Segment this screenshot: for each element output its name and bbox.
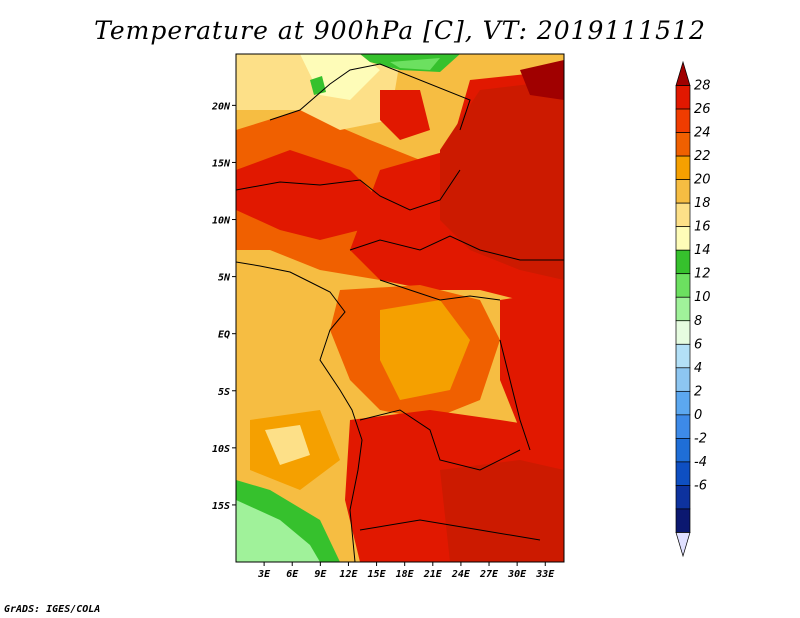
lat-tick-label: 15N: [212, 158, 231, 169]
field-sw-10: [236, 500, 320, 562]
lat-tick-label: 5S: [218, 387, 230, 398]
colorbar-bin: [675, 532, 691, 558]
lat-tick-label: 10N: [212, 216, 231, 227]
border-far-south: [359, 519, 541, 541]
border-sahel: [236, 169, 461, 211]
lon-tick-label: 9E: [314, 569, 327, 580]
colorbar-label: 24: [694, 126, 711, 141]
colorbar-bin: [675, 85, 691, 110]
lon-tick-label: 12E: [339, 569, 358, 580]
border-south: [359, 409, 521, 471]
lon-tick-label: 21E: [423, 569, 443, 580]
colorbar-bin: [675, 461, 691, 486]
colorbar-label: 16: [694, 220, 711, 235]
field-congo-22: [380, 300, 470, 400]
lat-tick-label: EQ: [218, 330, 230, 341]
colorbar-label: 6: [694, 337, 702, 352]
colorbar-bin: [675, 108, 691, 133]
lon-tick-label: 15E: [368, 569, 387, 580]
chart-title: Temperature at 900hPa [C], VT: 201911151…: [94, 16, 706, 45]
colorbar-label: 14: [694, 243, 711, 258]
lon-tick-label: 3E: [257, 569, 271, 580]
colorbar-bin: [675, 155, 691, 180]
lat-tick-label: 20N: [211, 101, 231, 112]
field-sahel-26: [236, 150, 380, 240]
colorbar-bin: [675, 132, 691, 157]
border-congo-n: [379, 279, 501, 301]
colorbar-bin: [675, 485, 691, 510]
lon-tick-label: 30E: [507, 569, 527, 580]
colorbar-bin: [675, 249, 691, 275]
field-east-28b: [520, 60, 564, 100]
colorbar-label: 12: [694, 267, 711, 282]
colorbar-bin: [675, 343, 691, 369]
colorbar-bin: [675, 296, 691, 322]
colorbar-bin: [675, 390, 691, 416]
field-north-26: [380, 90, 430, 140]
lat-tick-label: 10S: [212, 444, 230, 455]
colorbar-label: 8: [694, 314, 702, 329]
lon-tick-label: 24E: [451, 569, 471, 580]
footer-credit: GrADS: IGES/COLA: [4, 604, 101, 615]
colorbar-bin: [675, 414, 691, 439]
longitude-ticks: 3E 6E 9E 12E 15E 18E 21E 24E 27E 30E 33E: [257, 562, 555, 580]
colorbar-label: 22: [694, 149, 711, 164]
map-frame: [235, 53, 565, 563]
colorbar-label: 10: [694, 290, 711, 305]
field-sw-18: [265, 425, 310, 465]
border-central: [349, 235, 564, 261]
lon-tick-label: 33E: [535, 569, 555, 580]
colorbar-bin: [675, 60, 691, 86]
field-east-28: [440, 80, 564, 280]
colorbar-label: 18: [694, 196, 711, 211]
field-north-12: [390, 58, 440, 70]
colorbar-label: 28: [694, 79, 711, 94]
field-north-14a: [310, 76, 326, 95]
colorbar-label: 2: [694, 384, 702, 399]
border-lakes: [499, 339, 531, 451]
lon-tick-label: 6E: [286, 569, 299, 580]
border-north: [269, 63, 471, 131]
latitude-ticks: 20N 15N 10N 5N EQ 5S 10S 15S: [211, 101, 236, 512]
colorbar-bin: [675, 179, 691, 204]
coastlines-borders: [236, 63, 564, 562]
colorbar-bin: [675, 226, 691, 251]
colorbar-bin: [675, 438, 691, 463]
colorbar-label: -2: [694, 431, 707, 446]
colorbar-label: 4: [694, 361, 702, 376]
lat-tick-label: 5N: [218, 273, 231, 284]
colorbar-bin: [675, 273, 691, 298]
colorbar-label: 20: [694, 173, 711, 188]
field-south-28: [440, 460, 564, 562]
temperature-field: [236, 54, 564, 562]
colorbar-label: -6: [694, 478, 707, 493]
colorbar-bin: [675, 508, 691, 533]
lat-tick-label: 15S: [212, 501, 230, 512]
colorbar-bin: [675, 320, 691, 345]
lon-tick-label: 27E: [479, 569, 499, 580]
lon-tick-label: 18E: [396, 569, 415, 580]
colorbar-label: -4: [694, 455, 707, 470]
colorbar-label: 0: [694, 408, 702, 423]
colorbar-bin: [675, 367, 691, 392]
colorbar-bin: [675, 202, 691, 228]
colorbar-label: 26: [694, 102, 711, 117]
coastline-west: [236, 261, 363, 562]
